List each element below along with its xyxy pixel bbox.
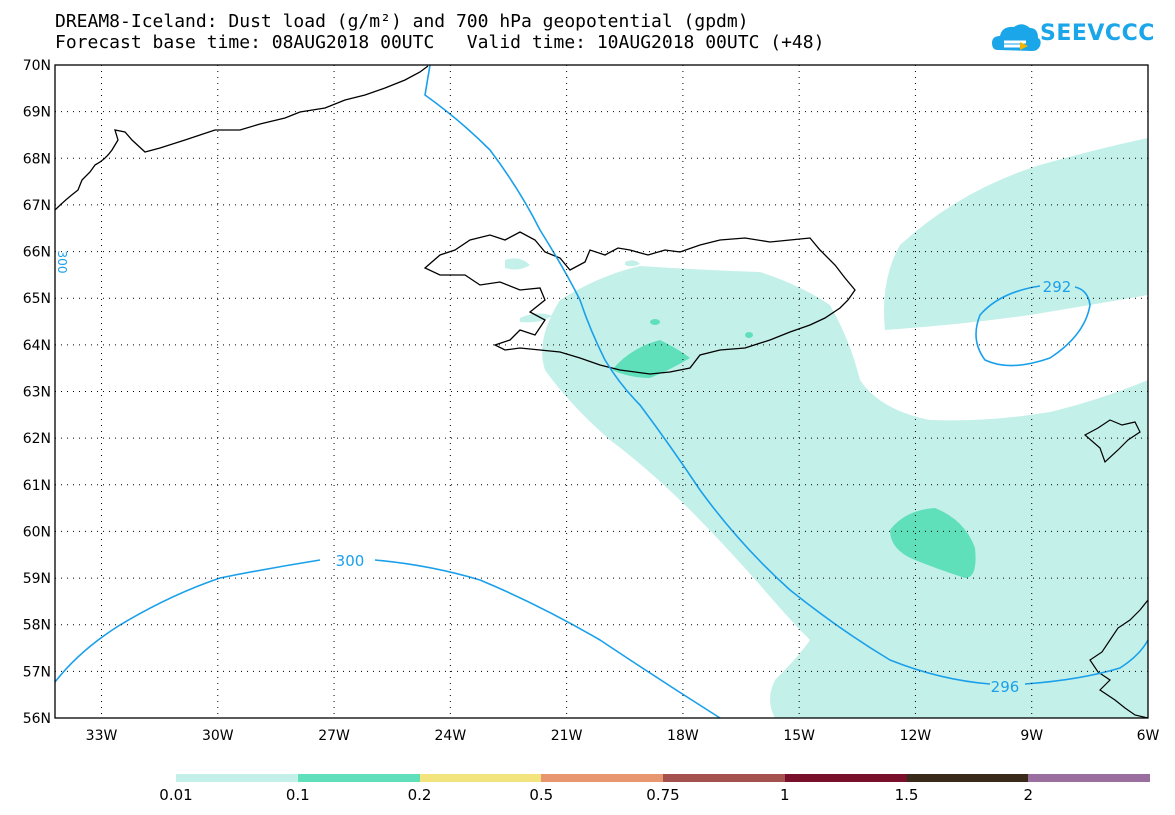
colorbar-label: 0.01 [159,786,193,804]
dust-load-patch-sw [520,313,552,323]
lat-label: 65N [23,291,51,307]
colorbar-label: 1.5 [894,786,919,804]
latitude-labels: 70N 69N 68N 67N 66N 65N 64N 63N 62N 61N 60N 59N 58N 5… [23,58,51,727]
lat-label: 69N [23,105,51,121]
lat-label: 57N [23,664,51,680]
colorbar-swatch [297,774,420,782]
colorbar-label: 2 [1023,786,1034,804]
lon-label: 24W [435,728,467,744]
contour-label-300: 300 [336,552,365,570]
lat-label: 61N [23,478,51,494]
colorbar-label: 0.75 [646,786,680,804]
seevccc-logo-text: SEEVCCC [1040,21,1155,46]
lon-label: 6W [1137,728,1160,744]
lon-label: 27W [318,728,350,744]
colorbar-swatch [906,774,1029,782]
colorbar-swatch [1028,774,1150,782]
contour-label-292: 292 [1043,278,1072,296]
geopotential-contour-292 [975,285,1091,367]
lat-label: 59N [23,571,51,587]
lon-label: 18W [667,728,699,744]
geopotential-contour-296 [1024,639,1149,685]
dust-load-dot-1 [650,319,660,325]
contour-label-300-edge: 300 [55,251,69,274]
dust-load-area-low [542,266,1148,718]
colorbar-swatch [176,774,298,782]
lat-label: 63N [23,385,51,401]
map-title: DREAM8-Iceland: Dust load (g/m²) and 700… [55,11,749,32]
lon-label: 9W [1020,728,1043,744]
geopotential-contour-300 [54,559,721,719]
lat-label: 60N [23,524,51,540]
scotland-coastline [1089,599,1149,719]
dust-load-dot-2 [745,332,753,338]
lon-label: 30W [202,728,234,744]
colorbar-label: 0.5 [529,786,554,804]
lat-label: 66N [23,245,51,261]
lat-label: 67N [23,198,51,214]
colorbar-label: 0.1 [285,786,310,804]
colorbar-swatch [541,774,663,782]
colorbar-swatch [784,774,907,782]
contour-label-296: 296 [991,678,1020,696]
colorbar-label: 1 [779,786,790,804]
lon-label: 21W [551,728,583,744]
lat-label: 56N [23,711,51,727]
lat-label: 70N [23,58,51,74]
dust-load-area-medium-iceland [612,340,690,378]
dust-load-patch-west [505,258,530,270]
geopotential-contour-main [424,64,991,685]
lat-label: 68N [23,151,51,167]
lon-label: 12W [900,728,932,744]
faroe-islands-coastline [1083,419,1141,464]
dust-load-area-northeast [884,138,1148,330]
lon-label: 33W [86,728,118,744]
greenland-coastline [54,65,429,211]
lat-label: 64N [23,338,51,354]
lat-label: 62N [23,431,51,447]
colorbar-swatch [419,774,542,782]
dust-load-patch-north [625,260,640,267]
lat-lon-grid [55,65,1148,718]
cloud-logo-icon [992,24,1041,51]
iceland-coastline [423,231,856,375]
forecast-time-line: Forecast base time: 08AUG2018 00UTC Vali… [55,32,825,53]
longitude-labels: 33W 30W 27W 24W 21W 18W 15W 12W 9W 6W [86,728,1160,744]
dust-load-area-medium-sea [890,508,976,578]
lon-label: 15W [783,728,815,744]
lat-label: 58N [23,618,51,634]
map-frame [54,64,1149,719]
colorbar-label: 0.2 [407,786,432,804]
colorbar-swatch [663,774,785,782]
